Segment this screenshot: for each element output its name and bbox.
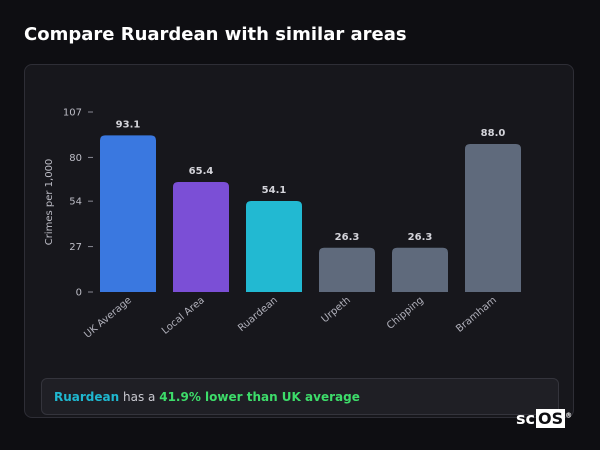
y-axis-label: Crimes per 1,000 <box>44 159 55 246</box>
y-tick-label: 0 <box>76 288 82 299</box>
summary-area-name: Ruardean <box>54 390 120 404</box>
bar-ruardean <box>246 200 302 292</box>
bar-value-label: 54.1 <box>262 185 287 196</box>
bar-bramham <box>465 143 521 292</box>
bar-value-label: 26.3 <box>335 232 360 243</box>
bar-value-label: 26.3 <box>408 232 433 243</box>
bar-urpeth <box>319 247 375 292</box>
y-tick-label: 54 <box>69 197 82 208</box>
x-tick-label: Local Area <box>160 295 207 337</box>
y-tick-label: 80 <box>69 153 82 164</box>
x-tick-label: UK Average <box>82 295 134 341</box>
bar-local-area <box>173 181 229 292</box>
x-tick-label: Urpeth <box>320 295 353 325</box>
bar-chart: 0 27 54 80 107 93.1 65.4 54.1 26.3 26.3 88.0 UK A… <box>44 108 521 341</box>
chart-card: 0 27 54 80 107 93.1 65.4 54.1 26.3 26.3 88.0 UK A… <box>24 64 574 418</box>
x-tick-label: Ruardean <box>236 295 280 334</box>
bars <box>100 135 521 292</box>
y-tick-label: 27 <box>69 242 82 253</box>
bar-value-label: 93.1 <box>116 119 141 130</box>
bar-value-label: 88.0 <box>481 128 506 139</box>
x-tick-label: Chipping <box>385 295 426 332</box>
value-labels: 93.1 65.4 54.1 26.3 26.3 88.0 <box>116 119 506 242</box>
page-title: Compare Ruardean with similar areas <box>24 24 407 45</box>
bar-chipping <box>392 247 448 292</box>
comparison-summary: Ruardean has a 41.9% lower than UK avera… <box>41 378 559 415</box>
summary-comparison: 41.9% lower than UK average <box>159 390 360 404</box>
bar-value-label: 65.4 <box>189 166 214 177</box>
x-tick-label: Bramham <box>454 295 499 335</box>
x-axis: UK Average Local Area Ruardean Urpeth Chippi… <box>82 295 499 341</box>
summary-text: has a <box>123 390 156 404</box>
bar-uk-average <box>100 135 156 292</box>
y-axis: 0 27 54 80 107 <box>63 108 93 299</box>
y-tick-label: 107 <box>63 108 82 119</box>
brand-logo: sc OS ® <box>516 409 573 428</box>
